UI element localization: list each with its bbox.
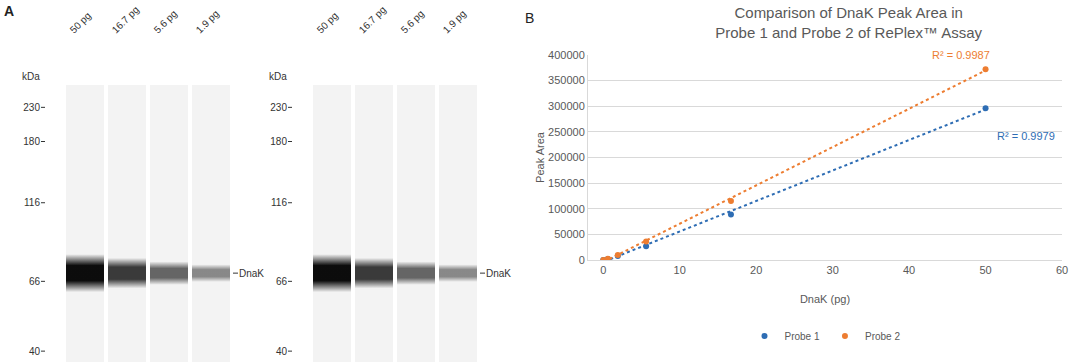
svg-text:50 pg: 50 pg: [68, 10, 93, 35]
svg-text:250000: 250000: [548, 126, 585, 138]
svg-text:200000: 200000: [548, 151, 585, 163]
svg-text:10: 10: [674, 264, 686, 276]
svg-text:5.6 pg: 5.6 pg: [152, 8, 179, 35]
svg-text:400000: 400000: [548, 49, 585, 61]
svg-text:20: 20: [750, 264, 762, 276]
svg-text:66: 66: [276, 276, 288, 287]
svg-text:1.9 pg: 1.9 pg: [194, 8, 221, 35]
svg-text:A: A: [4, 3, 14, 19]
svg-text:Comparison of DnaK Peak Area i: Comparison of DnaK Peak Area inProbe 1 a…: [715, 4, 982, 41]
svg-text:50 pg: 50 pg: [315, 10, 340, 35]
svg-text:40: 40: [276, 346, 288, 357]
svg-text:350000: 350000: [548, 74, 585, 86]
svg-text:50000: 50000: [554, 228, 585, 240]
svg-text:150000: 150000: [548, 177, 585, 189]
svg-text:Probe 2: Probe 2: [865, 331, 900, 342]
svg-text:30: 30: [827, 264, 839, 276]
svg-text:180: 180: [270, 136, 287, 147]
svg-text:116: 116: [24, 197, 40, 208]
svg-text:kDa: kDa: [269, 71, 287, 82]
svg-text:kDa: kDa: [22, 71, 40, 82]
svg-text:116: 116: [271, 197, 287, 208]
svg-text:Peak Area: Peak Area: [534, 131, 546, 183]
svg-text:16.7 pg: 16.7 pg: [357, 4, 388, 35]
svg-text:0: 0: [579, 254, 585, 266]
svg-text:60: 60: [1056, 264, 1068, 276]
svg-text:230: 230: [23, 102, 40, 113]
svg-text:R² = 0.9979: R² = 0.9979: [997, 130, 1055, 142]
svg-text:DnaK (pg): DnaK (pg): [800, 293, 850, 305]
svg-text:40: 40: [903, 264, 915, 276]
svg-text:1.9 pg: 1.9 pg: [441, 8, 468, 35]
svg-text:180: 180: [23, 136, 40, 147]
svg-text:B: B: [525, 10, 534, 26]
svg-text:R² = 0.9987: R² = 0.9987: [932, 49, 990, 61]
svg-text:Probe 1: Probe 1: [785, 331, 820, 342]
svg-text:5.6 pg: 5.6 pg: [399, 8, 426, 35]
svg-text:50: 50: [979, 264, 991, 276]
svg-text:300000: 300000: [548, 100, 585, 112]
svg-text:40: 40: [29, 346, 41, 357]
svg-text:66: 66: [29, 276, 41, 287]
svg-text:DnaK: DnaK: [239, 268, 264, 279]
svg-text:230: 230: [270, 102, 287, 113]
svg-text:100000: 100000: [548, 203, 585, 215]
svg-text:DnaK: DnaK: [486, 268, 511, 279]
svg-text:16.7 pg: 16.7 pg: [110, 4, 141, 35]
svg-text:0: 0: [600, 264, 606, 276]
